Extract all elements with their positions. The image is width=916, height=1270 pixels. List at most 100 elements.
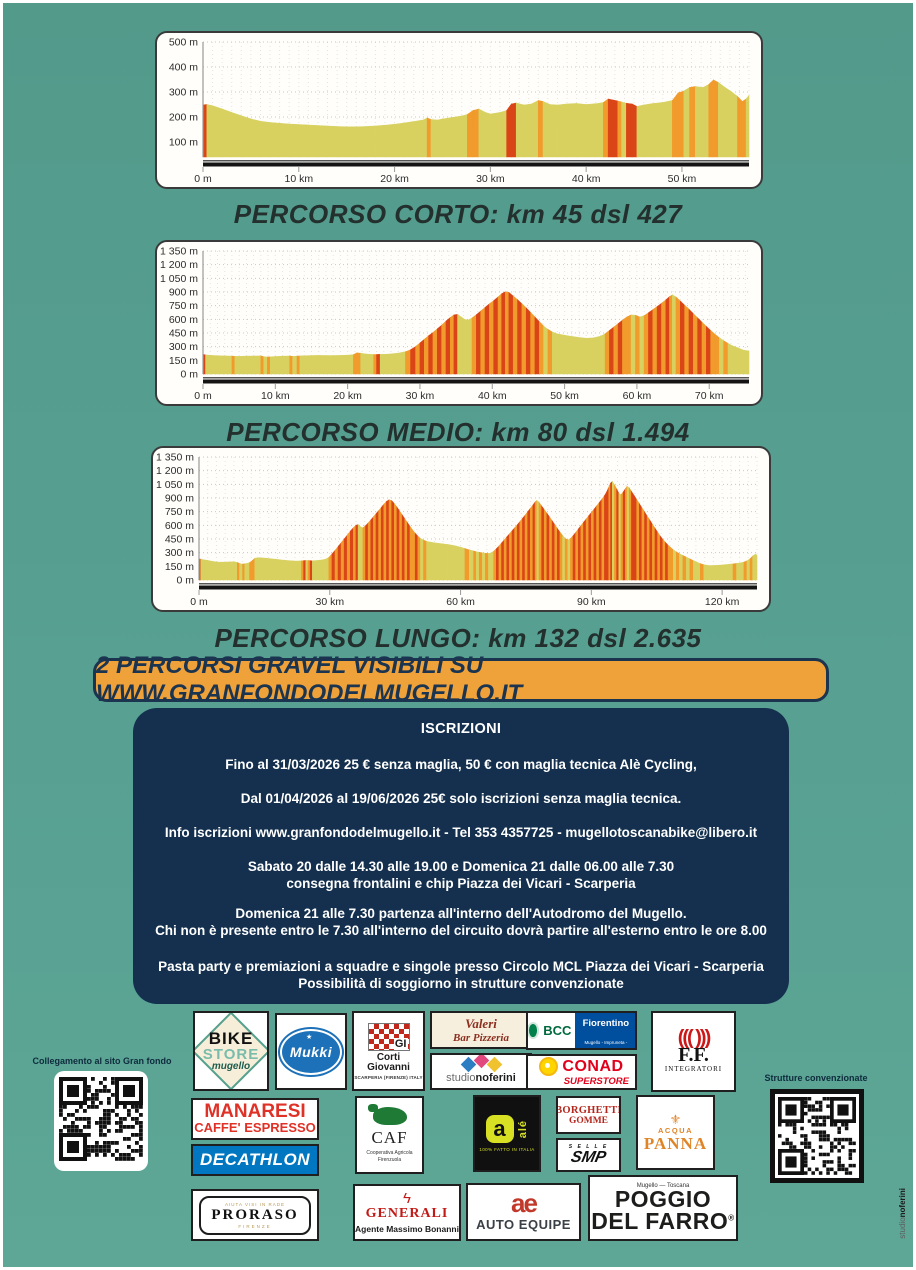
svg-text:10 km: 10 km xyxy=(261,390,290,402)
svg-text:1 200 m: 1 200 m xyxy=(160,259,198,271)
bike-store-line3: mugello xyxy=(211,1061,251,1072)
svg-text:300 m: 300 m xyxy=(169,341,198,353)
svg-text:30 km: 30 km xyxy=(315,596,344,608)
smp-name: SMP xyxy=(569,1149,608,1166)
smp-selle-text: S E L L E xyxy=(568,1144,609,1150)
qr-code-strutture xyxy=(770,1089,864,1183)
panna-line1: ACQUA xyxy=(658,1126,693,1135)
iscrizioni-paragraph: Dal 01/04/2026 al 19/06/2026 25€ solo is… xyxy=(240,791,682,806)
svg-text:450 m: 450 m xyxy=(165,534,194,546)
caf-sub: Cooperativa Agricola Firenzuola xyxy=(366,1150,413,1163)
qr-right-label: Strutture convenzionate xyxy=(764,1073,868,1083)
mukki-name: Mukki xyxy=(289,1043,333,1060)
iscrizioni-paragraph: Fino al 31/03/2026 25 € senza maglia, 50… xyxy=(225,757,697,772)
sponsor-studionoferini: studionoferini xyxy=(430,1053,532,1090)
svg-text:20 km: 20 km xyxy=(333,390,362,402)
svg-text:150 m: 150 m xyxy=(165,561,194,573)
sponsor-poggio-del-farro: Mugello — Toscana POGGIO DEL FARRO® xyxy=(588,1175,738,1241)
bcc-abbr: BCC xyxy=(543,1023,572,1038)
iscrizioni-paragraph: Domenica 21 alle 7.30 partenza all'inter… xyxy=(155,906,767,938)
sponsor-bcc-banco-fiorentino: BCC Banco Fiorentino Mugello - Impruneta… xyxy=(526,1011,637,1050)
caption-percorso-corto: PERCORSO CORTO: km 45 dsl 427 xyxy=(233,199,683,229)
caf-cow-icon xyxy=(367,1104,407,1125)
svg-text:100 m: 100 m xyxy=(169,137,198,149)
svg-text:30 km: 30 km xyxy=(476,173,505,185)
proraso-top: AIUTA VISI IN RADE xyxy=(225,1201,285,1207)
svg-text:0 m: 0 m xyxy=(194,173,212,185)
conad-name: CONAD xyxy=(562,1057,624,1075)
elevation-chart-corto: 100 m 200 m 300 m 400 m 500 m 0 m 10 km 20 km 30… xyxy=(155,31,763,189)
borghetti-line1: BORGHETTI xyxy=(556,1104,621,1116)
svg-text:20 km: 20 km xyxy=(380,173,409,185)
qr-left-label: Collegamento al sito Gran fondo xyxy=(32,1056,172,1066)
sponsor-ale: a alé 100% FATTO IN ITALIA xyxy=(473,1095,541,1172)
sponsor-decathlon: DECATHLON xyxy=(191,1144,319,1176)
sponsor-caf: CAF Cooperativa Agricola Firenzuola xyxy=(355,1096,424,1174)
gravel-banner: 2 PERCORSI GRAVEL VISIBILI SU WWW.GRANFO… xyxy=(93,652,829,707)
iscrizioni-panel: ISCRIZIONI Fino al 31/03/2026 25 € senza… xyxy=(133,708,789,1004)
sponsor-mukki: ★ Mukki xyxy=(275,1013,347,1090)
svg-text:1 050 m: 1 050 m xyxy=(160,273,198,285)
svg-text:1 200 m: 1 200 m xyxy=(156,465,194,477)
svg-text:120 km: 120 km xyxy=(705,596,740,608)
svg-text:70 km: 70 km xyxy=(695,390,724,402)
corti-line1: Corti xyxy=(376,1051,401,1063)
iscrizioni-paragraph: Sabato 20 dalle 14.30 alle 19.00 e Domen… xyxy=(247,859,675,891)
auto-equipe-ae-icon: ae xyxy=(511,1187,538,1218)
caption-percorso-lungo: PERCORSO LUNGO: km 132 dsl 2.635 xyxy=(214,623,702,653)
panna-fleur-icon: ⚜ xyxy=(669,1112,682,1127)
valeri-line2: Bar Pizzeria xyxy=(453,1032,509,1044)
sponsor-proraso: AIUTA VISI IN RADE PRORASO FIRENZE xyxy=(191,1189,319,1241)
sponsor-ff-integratori: ((( ))) F.F. INTEGRATORI xyxy=(651,1011,736,1092)
caf-name: CAF xyxy=(371,1128,408,1147)
conad-flower-icon xyxy=(539,1057,559,1076)
svg-text:50 km: 50 km xyxy=(668,173,697,185)
valeri-line1: Valeri xyxy=(465,1016,497,1031)
sponsor-conad: CONAD SUPERSTORE xyxy=(526,1054,637,1090)
iscrizioni-title: ISCRIZIONI xyxy=(420,721,502,737)
sponsor-borghetti: BORGHETTI GOMME xyxy=(556,1096,621,1134)
svg-text:10 km: 10 km xyxy=(284,173,313,185)
sponsor-manaresi: MANARESI CAFFE' ESPRESSO xyxy=(191,1098,319,1140)
svg-text:30 km: 30 km xyxy=(406,390,435,402)
generali-name: GENERALI xyxy=(365,1206,449,1221)
bike-store-line1: BIKE xyxy=(208,1029,254,1048)
ff-sub: INTEGRATORI xyxy=(664,1064,723,1073)
qr-code-gran-fondo xyxy=(54,1071,148,1171)
svg-text:0 m: 0 m xyxy=(190,596,208,608)
manaresi-line1: MANARESI xyxy=(204,1101,306,1123)
bcc-bank-name: Banco Fiorentino xyxy=(582,1017,630,1029)
ale-a-icon: a xyxy=(485,1115,514,1143)
poggio-line2: DEL FARRO® xyxy=(591,1208,735,1234)
svg-text:600 m: 600 m xyxy=(169,314,198,326)
svg-text:1 350 m: 1 350 m xyxy=(156,452,194,464)
bike-store-line2: STORE xyxy=(202,1046,260,1063)
svg-text:900 m: 900 m xyxy=(165,493,194,505)
panna-line2: PANNA xyxy=(643,1134,708,1153)
bcc-bank-sub: Mugello - Impruneta - Signa xyxy=(584,1039,628,1045)
svg-text:500 m: 500 m xyxy=(169,37,198,49)
borghetti-line2: GOMME xyxy=(568,1115,609,1126)
mukki-oval-icon: ★ Mukki xyxy=(280,1028,342,1075)
svg-text:0 m: 0 m xyxy=(194,390,212,402)
corti-name: Corti Giovanni xyxy=(367,1051,410,1074)
corti-checker-icon: GI xyxy=(367,1022,410,1051)
bcc-bank-panel: Banco Fiorentino Mugello - Impruneta - S… xyxy=(575,1013,635,1048)
corti-sub: SCARPERIA (FIRENZE) ITALY xyxy=(354,1074,423,1080)
poggio-line1: POGGIO xyxy=(614,1186,712,1213)
sponsor-selle-smp: S E L L E SMP xyxy=(556,1138,621,1172)
studionoferini-diamonds-icon xyxy=(460,1055,502,1073)
svg-text:40 km: 40 km xyxy=(572,173,601,185)
decathlon-name: DECATHLON xyxy=(200,1150,310,1169)
svg-text:900 m: 900 m xyxy=(169,287,198,299)
proraso-frame: AIUTA VISI IN RADE PRORASO FIRENZE xyxy=(199,1195,311,1235)
svg-text:60 km: 60 km xyxy=(623,390,652,402)
iscrizioni-paragraph: Info iscrizioni www.granfondodelmugello.… xyxy=(164,825,758,840)
poggio-region: Mugello — Toscana xyxy=(636,1183,690,1190)
svg-text:1 350 m: 1 350 m xyxy=(160,246,198,258)
svg-text:450 m: 450 m xyxy=(169,328,198,340)
svg-text:40 km: 40 km xyxy=(478,390,507,402)
studio-credit: studionoferini xyxy=(898,1188,907,1239)
svg-text:200 m: 200 m xyxy=(169,112,198,124)
